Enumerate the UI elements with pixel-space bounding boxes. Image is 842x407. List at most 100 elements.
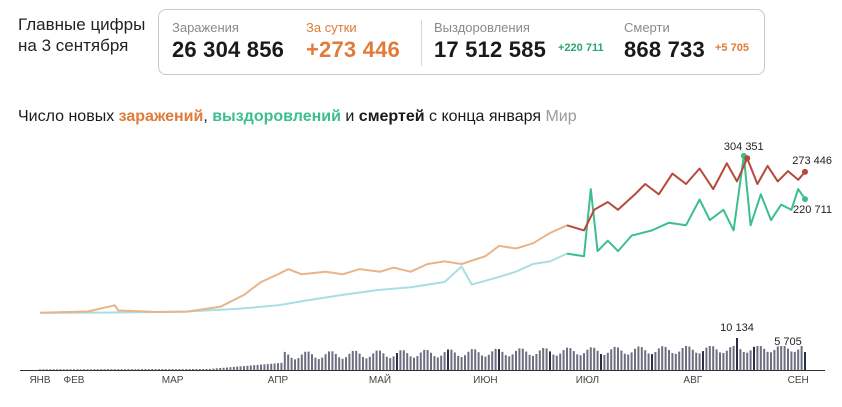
deaths-bar [358,353,361,370]
deaths-bar [202,369,205,370]
month-tick-label: СЕН [788,375,809,386]
deaths-bar [678,351,681,370]
deaths-bar [589,347,592,370]
deaths-bar [494,348,497,370]
deaths-bar [181,369,184,370]
deaths-bar [647,353,650,370]
deaths-bar [107,369,109,370]
deaths-bar [134,369,137,370]
deaths-bar [654,352,657,370]
deaths-bar [103,369,106,370]
month-tick-label: ИЮЛ [576,375,599,386]
deaths-bar [294,359,296,370]
deaths-bar [185,369,188,370]
deaths-bar [385,356,388,370]
deaths-bar [229,367,232,370]
deaths-bar [198,369,201,370]
deaths-bar [219,368,222,370]
deaths-bar [562,350,565,370]
deaths-bar [637,346,640,370]
deaths-bar [402,350,405,370]
month-tick-label: ИЮН [473,375,498,386]
deaths-bar [144,369,147,370]
deaths-bar [702,351,704,370]
deaths-bar [423,349,426,370]
deaths-bar [671,353,674,370]
deaths-bar [93,369,96,370]
deaths-bar [260,364,262,370]
deaths-bar [729,347,732,370]
deaths-bar [161,369,164,370]
region-selector[interactable]: Мир [545,108,577,125]
deaths-bar [521,348,524,370]
deaths-bar [304,351,307,370]
deaths-bar [368,356,371,370]
chart-title-deaths: смертей [358,108,425,125]
deaths-bar [205,369,208,370]
deaths-bar [290,357,293,370]
deaths-bar [436,357,439,370]
infections-line-early [39,224,568,314]
deaths-bar [705,347,708,370]
month-tick-label: МАЙ [369,373,391,386]
deaths-bar [453,352,456,370]
deaths-bar [79,369,82,370]
deaths-bar [464,355,466,370]
deaths-bar [280,362,283,370]
deaths-bar [552,354,555,370]
stat-deaths-delta: +5 705 [715,42,749,54]
deaths-bar [487,354,490,370]
deaths-bar [239,366,242,370]
deaths-bar [674,353,677,370]
deaths-bar [501,351,504,370]
deaths-bar [688,346,691,370]
deaths-bar [362,357,364,370]
deaths-bar [467,351,470,370]
deaths-bar [474,349,477,370]
deaths-bar [600,354,602,370]
deaths-bar [572,351,575,370]
deaths-bar [311,354,313,370]
deaths-bar [542,348,545,370]
stat-daily-value: +273 446 [306,37,400,62]
deaths-bar [168,369,171,370]
infections-peak-dot [744,155,751,162]
deaths-bar [90,369,92,370]
deaths-bar [307,351,310,370]
deaths-bar [555,355,558,370]
deaths-bar [379,350,381,370]
deaths-bar [314,357,317,370]
deaths-bar [263,364,266,370]
deaths-bar [470,349,473,370]
deaths-bar [657,348,660,370]
deaths-bar [59,369,62,370]
deaths-bar [797,349,800,370]
deaths-bar [110,369,113,370]
recoveries-peak-label: 304 351 [724,141,764,153]
deaths-bar [742,352,745,370]
deaths-bar [137,369,140,370]
deaths-bar [212,368,215,370]
deaths-bar [130,369,133,370]
deaths-bar [644,350,647,370]
deaths-bar [559,353,562,370]
deaths-bar [518,348,521,370]
deaths-bar [100,369,103,370]
deaths-bar [127,369,130,370]
deaths-bar [780,346,783,370]
deaths-bar [739,349,742,370]
deaths-bar [787,348,789,370]
deaths-bar [746,352,749,370]
deaths-bar [151,369,154,370]
deaths-bar [222,367,225,370]
month-tick-label: ЯНВ [29,375,50,386]
deaths-bar [613,346,616,370]
deaths-bar [708,346,711,370]
deaths-bar [45,369,48,370]
month-tick-label: МАР [162,375,184,386]
deaths-bar [630,352,633,370]
recoveries-last-label: 220 711 [793,204,832,216]
deaths-bar [175,369,177,370]
stats-divider [421,20,422,66]
deaths-bar [783,346,786,370]
